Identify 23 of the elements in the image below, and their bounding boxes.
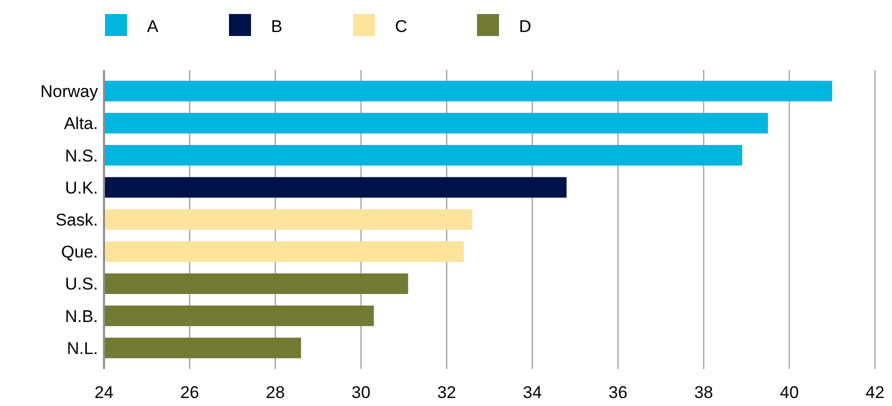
legend-label: B: [271, 17, 282, 36]
y-tick-label: U.K.: [64, 178, 98, 198]
y-tick-label: N.S.: [64, 146, 98, 166]
x-tick-label: 24: [94, 383, 114, 402]
x-tick-label: 28: [266, 383, 285, 402]
x-tick-label: 40: [780, 383, 799, 402]
x-tick-label: 34: [522, 383, 542, 402]
x-tick-label: 30: [352, 383, 370, 402]
legend-label: A: [147, 17, 159, 36]
x-tick-label: 38: [694, 383, 714, 402]
x-tick-label: 32: [437, 383, 456, 402]
y-tick-label: N.B.: [64, 306, 98, 326]
x-tick-label: 36: [608, 383, 628, 402]
y-tick-label: Norway: [40, 82, 98, 102]
y-tick-label: U.S.: [64, 274, 98, 294]
x-tick-label: 42: [866, 383, 884, 402]
y-tick-label: Que.: [61, 242, 98, 262]
legend-label: C: [395, 17, 408, 36]
y-tick-label: Alta.: [64, 114, 98, 134]
legend-label: D: [519, 17, 532, 36]
y-tick-label: N.L.: [66, 338, 98, 358]
x-tick-label: 26: [180, 383, 200, 402]
y-tick-label: Sask.: [55, 210, 98, 230]
